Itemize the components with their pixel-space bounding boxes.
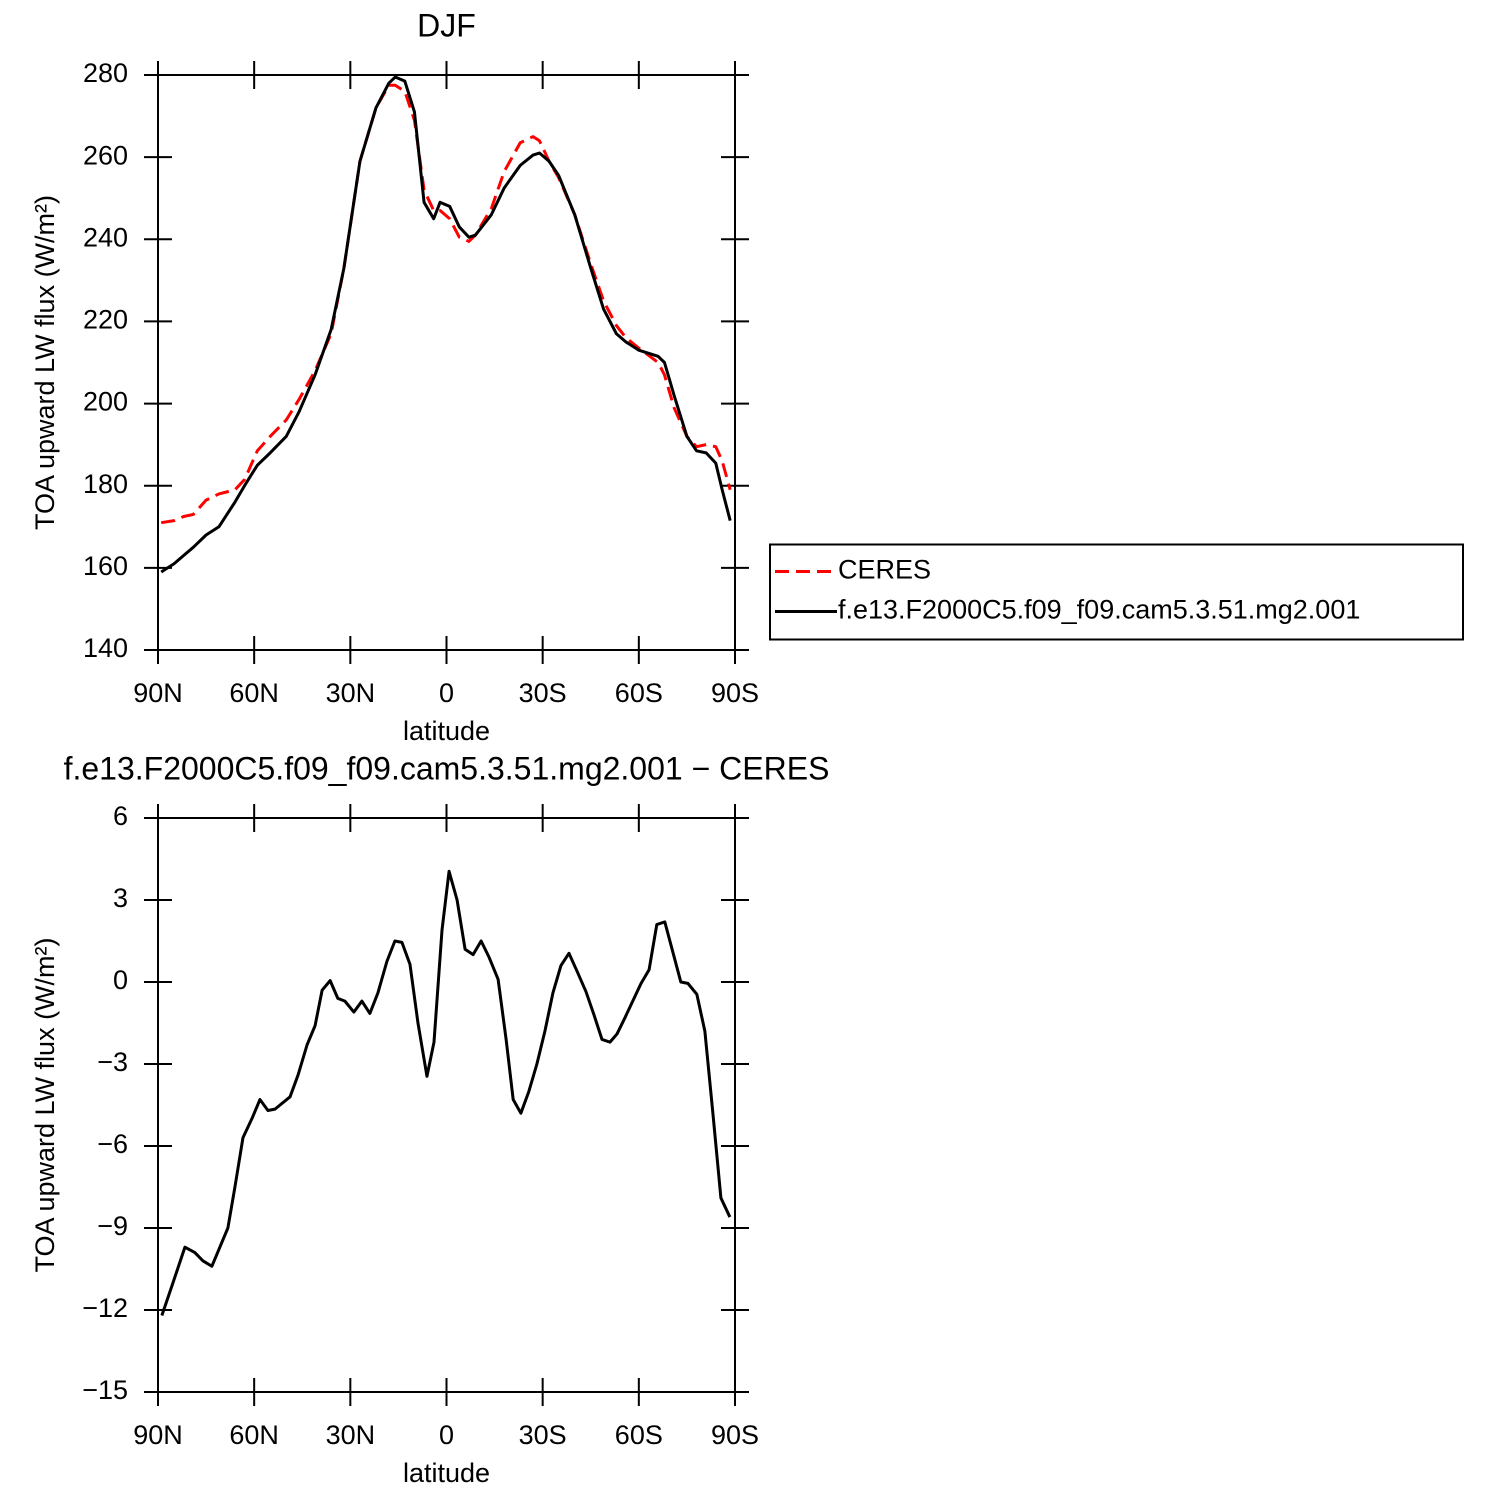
y-tick-label: 6 xyxy=(113,801,128,831)
y-axis-label: TOA upward LW flux (W/m²) xyxy=(30,195,60,530)
x-tick-label: 60N xyxy=(229,678,279,708)
data-line xyxy=(160,75,732,574)
x-axis-label: latitude xyxy=(403,1458,490,1488)
x-tick-label: 0 xyxy=(439,678,454,708)
y-tick-label: 240 xyxy=(83,222,128,252)
x-tick-label: 90N xyxy=(133,678,183,708)
data-line xyxy=(160,869,732,1316)
y-tick-label: 280 xyxy=(83,58,128,88)
y-tick-label: 0 xyxy=(113,965,128,995)
y-tick-label: 220 xyxy=(83,305,128,335)
x-tick-label: 90S xyxy=(711,678,759,708)
x-tick-label: 30S xyxy=(519,1420,567,1450)
y-tick-label: 200 xyxy=(83,387,128,417)
x-tick-label: 90N xyxy=(133,1420,183,1450)
x-tick-label: 60S xyxy=(615,1420,663,1450)
y-tick-label: 260 xyxy=(83,140,128,170)
x-axis-label: latitude xyxy=(403,716,490,746)
chart-title: f.e13.F2000C5.f09_f09.cam5.3.51.mg2.001 … xyxy=(64,750,830,786)
plot-frame xyxy=(157,74,736,651)
data-line xyxy=(160,83,732,525)
y-tick-label: 160 xyxy=(83,551,128,581)
y-tick-label: 3 xyxy=(113,883,128,913)
y-tick-label: 180 xyxy=(83,469,128,499)
y-axis-label: TOA upward LW flux (W/m²) xyxy=(30,937,60,1272)
x-tick-label: 30S xyxy=(519,678,567,708)
legend-box xyxy=(769,543,1464,641)
y-tick-label: −15 xyxy=(82,1375,128,1405)
legend-label: f.e13.F2000C5.f09_f09.cam5.3.51.mg2.001 xyxy=(838,595,1360,625)
chart-title: DJF xyxy=(417,7,476,43)
y-tick-label: −3 xyxy=(97,1047,128,1077)
x-tick-label: 60N xyxy=(229,1420,279,1450)
x-tick-label: 90S xyxy=(711,1420,759,1450)
y-tick-label: −12 xyxy=(82,1293,128,1323)
y-tick-label: −6 xyxy=(97,1129,128,1159)
x-tick-label: 30N xyxy=(326,1420,376,1450)
legend-label: CERES xyxy=(838,555,931,585)
y-tick-label: −9 xyxy=(97,1211,128,1241)
x-tick-label: 60S xyxy=(615,678,663,708)
y-tick-label: 140 xyxy=(83,633,128,663)
x-tick-label: 0 xyxy=(439,1420,454,1450)
x-tick-label: 30N xyxy=(326,678,376,708)
